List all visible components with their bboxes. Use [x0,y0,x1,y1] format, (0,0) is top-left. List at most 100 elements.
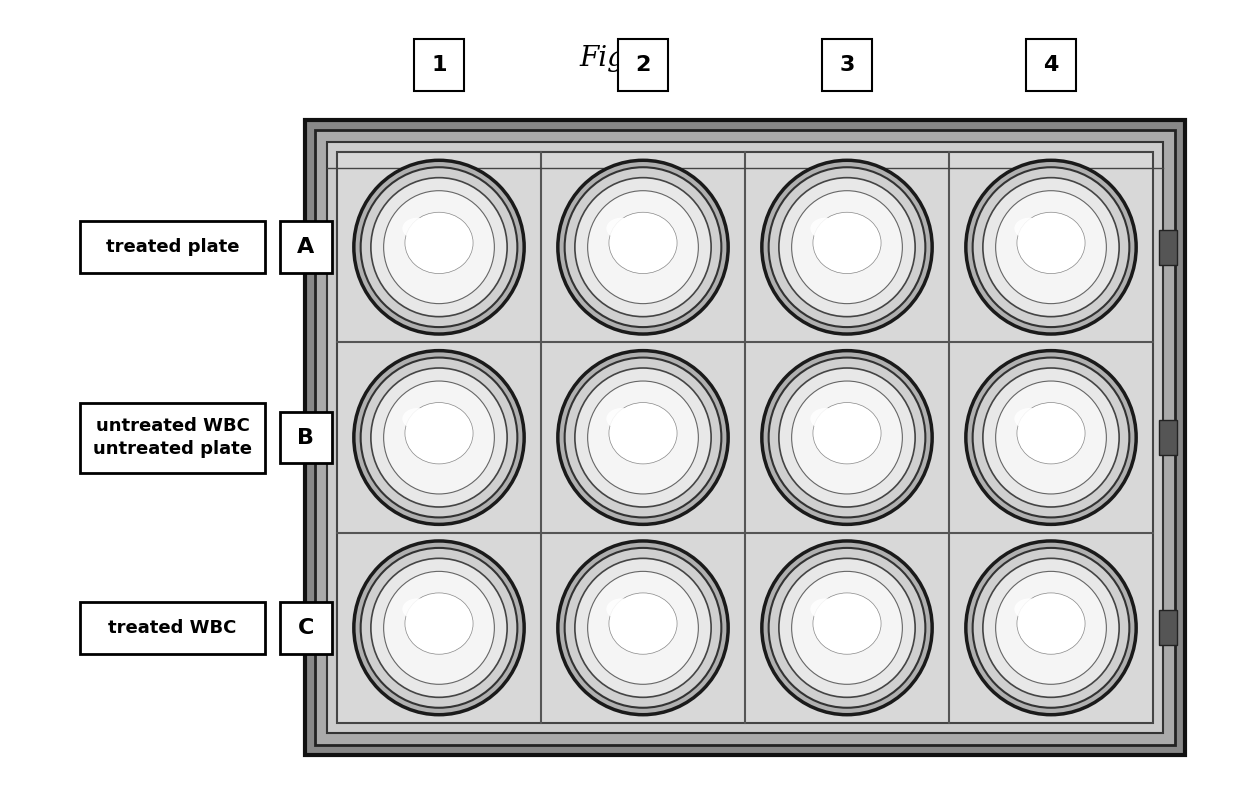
Bar [414,39,464,91]
Ellipse shape [813,212,882,274]
Ellipse shape [791,571,903,685]
Ellipse shape [588,381,698,494]
Ellipse shape [996,571,1106,685]
Ellipse shape [761,350,932,524]
Bar [315,130,1176,745]
Ellipse shape [609,402,677,464]
Ellipse shape [558,350,728,524]
Ellipse shape [564,548,722,708]
Bar [822,39,872,91]
Ellipse shape [588,191,698,303]
Ellipse shape [983,368,1120,507]
Bar [327,142,1163,733]
Bar [1159,610,1177,646]
Bar [1025,39,1076,91]
Ellipse shape [761,541,932,715]
Ellipse shape [609,212,677,274]
Ellipse shape [606,218,637,239]
Ellipse shape [353,160,525,334]
Ellipse shape [402,218,433,239]
Ellipse shape [402,598,433,620]
Ellipse shape [1017,402,1085,464]
Ellipse shape [564,168,722,327]
Ellipse shape [811,218,841,239]
Ellipse shape [996,191,1106,303]
Ellipse shape [1017,593,1085,654]
Ellipse shape [791,191,903,303]
Ellipse shape [779,559,915,697]
Ellipse shape [405,212,474,274]
Ellipse shape [575,178,711,317]
Ellipse shape [1014,598,1045,620]
Text: untreated WBC
untreated plate: untreated WBC untreated plate [93,417,252,457]
Ellipse shape [996,381,1106,494]
Ellipse shape [813,402,882,464]
Ellipse shape [1014,408,1045,429]
Ellipse shape [1014,218,1045,239]
Bar [312,610,331,646]
Ellipse shape [405,593,474,654]
Ellipse shape [383,381,495,494]
Ellipse shape [966,541,1136,715]
Ellipse shape [383,191,495,303]
Ellipse shape [813,593,882,654]
Text: B: B [298,428,315,448]
Bar [312,230,331,265]
Bar [1159,230,1177,265]
Bar [81,402,265,472]
Ellipse shape [966,350,1136,524]
Ellipse shape [983,559,1120,697]
Text: 3: 3 [839,55,854,75]
Ellipse shape [588,571,698,685]
Ellipse shape [606,408,637,429]
Ellipse shape [564,358,722,517]
Text: treated WBC: treated WBC [108,618,237,637]
Ellipse shape [966,160,1136,334]
Ellipse shape [405,402,474,464]
Text: 2: 2 [635,55,651,75]
Bar [280,221,332,273]
Bar [81,602,265,654]
Ellipse shape [769,168,925,327]
Ellipse shape [353,541,525,715]
Ellipse shape [1017,212,1085,274]
Text: C: C [298,618,314,638]
Ellipse shape [761,160,932,334]
Ellipse shape [371,559,507,697]
Ellipse shape [811,598,841,620]
Bar [618,39,668,91]
Ellipse shape [558,160,728,334]
Bar [305,120,1185,755]
Bar [312,420,331,455]
Text: 1: 1 [432,55,446,75]
Ellipse shape [575,559,711,697]
Ellipse shape [779,178,915,317]
Ellipse shape [791,381,903,494]
Ellipse shape [972,168,1130,327]
Ellipse shape [402,408,433,429]
Ellipse shape [769,548,925,708]
Ellipse shape [361,168,517,327]
Ellipse shape [972,358,1130,517]
Ellipse shape [371,178,507,317]
Text: treated plate: treated plate [105,238,239,256]
Ellipse shape [811,408,841,429]
Ellipse shape [983,178,1120,317]
Ellipse shape [769,358,925,517]
Bar [1159,420,1177,455]
Ellipse shape [361,358,517,517]
Ellipse shape [972,548,1130,708]
Bar [280,412,332,464]
Ellipse shape [383,571,495,685]
Ellipse shape [575,368,711,507]
Ellipse shape [779,368,915,507]
Ellipse shape [606,598,637,620]
Bar [280,602,332,654]
Bar [81,221,265,273]
Ellipse shape [609,593,677,654]
Bar [337,152,1153,723]
Text: 4: 4 [1043,55,1059,75]
Ellipse shape [353,350,525,524]
Text: Fig. 2: Fig. 2 [579,45,661,72]
Ellipse shape [361,548,517,708]
